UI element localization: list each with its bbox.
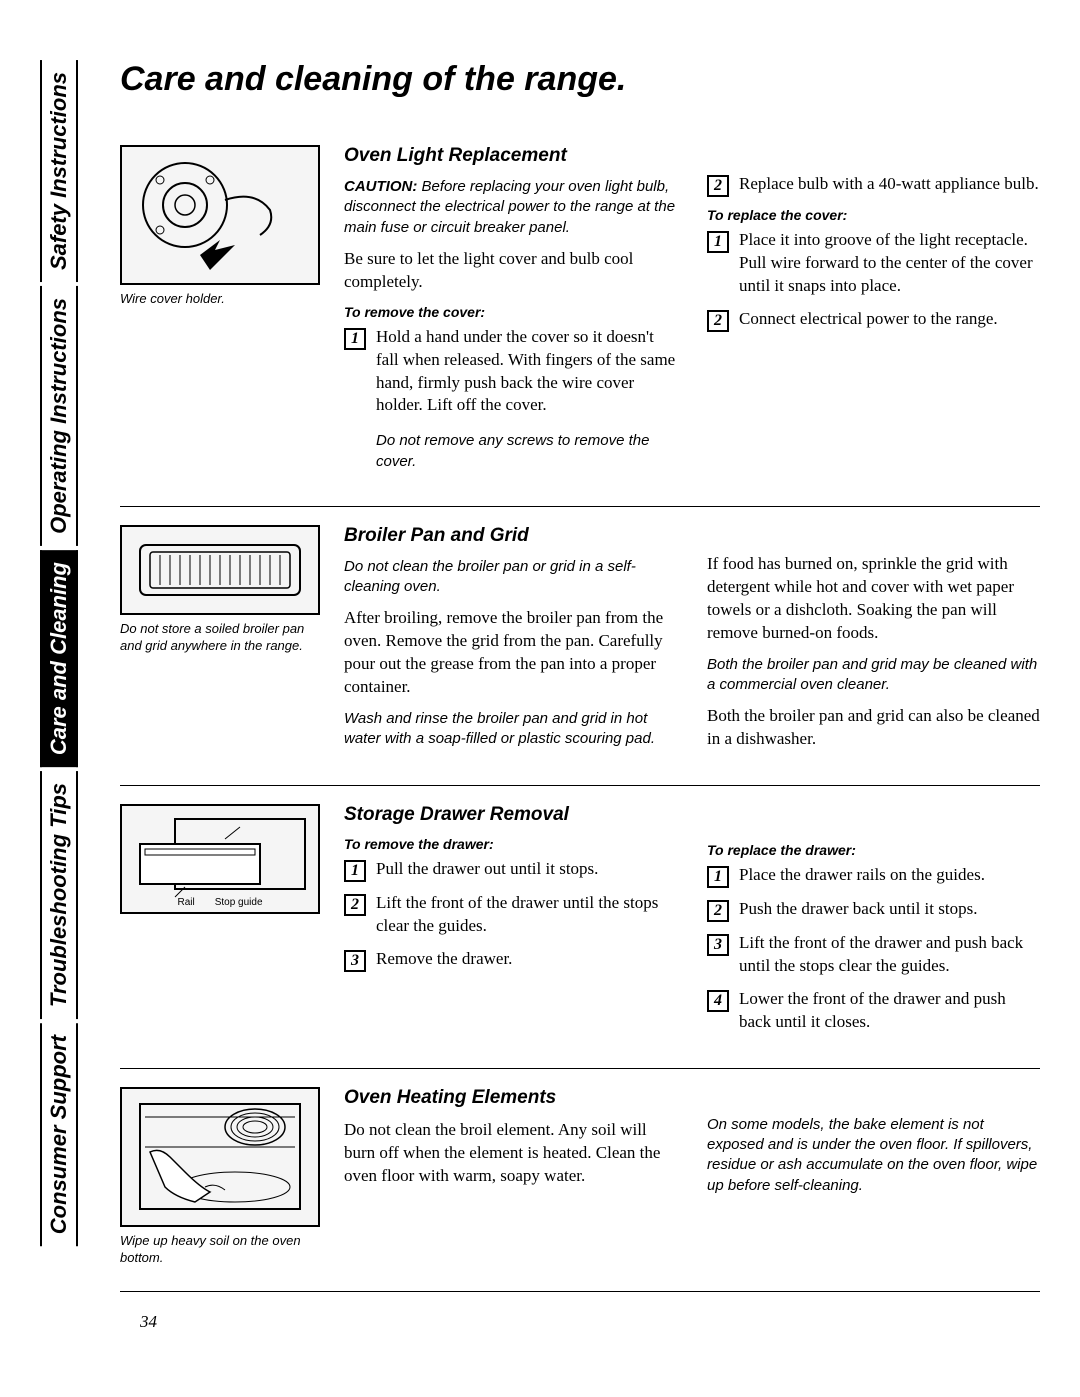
step-text: Push the drawer back until it stops. (739, 898, 1040, 921)
column-1: Broiler Pan and Grid Do not clean the br… (344, 525, 677, 761)
step-2: 2 Connect electrical power to the range. (707, 308, 1040, 332)
sub-heading: To replace the cover: (707, 207, 1040, 223)
step-number-icon: 1 (707, 866, 729, 888)
step-text: Lift the front of the drawer until the s… (376, 892, 677, 938)
step-4: 4 Lower the front of the drawer and push … (707, 988, 1040, 1034)
body-text: Do not clean the broiler pan or grid in … (344, 557, 677, 598)
step-text: Place it into groove of the light recept… (739, 229, 1040, 298)
body-text: Both the broiler pan and grid can also b… (707, 705, 1040, 751)
illustration-column: Rail Stop guide (120, 804, 320, 1044)
section-heading: Oven Heating Elements (344, 1087, 677, 1109)
column-2: 2 Replace bulb with a 40-watt appliance … (707, 145, 1040, 482)
tab-consumer-support[interactable]: Consumer Support (40, 1023, 78, 1246)
section-heading: Oven Light Replacement (344, 145, 677, 167)
step-number-icon: 2 (707, 310, 729, 332)
body-text: Both the broiler pan and grid may be cle… (707, 655, 1040, 696)
step-number-icon: 3 (707, 934, 729, 956)
illustration-column: Wire cover holder. (120, 145, 320, 482)
tab-troubleshooting[interactable]: Troubleshooting Tips (40, 771, 78, 1019)
step-number-icon: 3 (344, 950, 366, 972)
step-number-icon: 1 (707, 231, 729, 253)
label-rail: Rail (177, 897, 194, 908)
step-number-icon: 4 (707, 990, 729, 1012)
step-text: Lower the front of the drawer and push b… (739, 988, 1040, 1034)
step-text: Pull the drawer out until it stops. (376, 858, 677, 881)
step-note: Do not remove any screws to remove the c… (344, 427, 677, 472)
body-text: If food has burned on, sprinkle the grid… (707, 553, 1040, 645)
label-stop-guide: Stop guide (215, 897, 263, 908)
illustration-broiler-pan (120, 525, 320, 615)
tab-safety[interactable]: Safety Instructions (40, 60, 78, 282)
step-3: 3 Lift the front of the drawer and push b… (707, 932, 1040, 978)
illustration-column: Wipe up heavy soil on the oven bottom. (120, 1087, 320, 1267)
sub-heading: To remove the cover: (344, 304, 677, 320)
content-area: Care and cleaning of the range. (100, 60, 1040, 1332)
column-2: If food has burned on, sprinkle the grid… (707, 525, 1040, 761)
step-number-icon: 1 (344, 860, 366, 882)
section-oven-light: Wire cover holder. Oven Light Replacemen… (120, 127, 1040, 507)
section-drawer: Rail Stop guide Storage Drawer Removal T… (120, 786, 1040, 1069)
illustration-column: Do not store a soiled broiler pan and gr… (120, 525, 320, 761)
illustration-oven-bottom (120, 1087, 320, 1227)
page-number: 34 (140, 1312, 1040, 1332)
note-text: Do not remove any screws to remove the c… (376, 431, 677, 472)
column-1: Oven Light Replacement CAUTION: Before r… (344, 145, 677, 482)
column-1: Storage Drawer Removal To remove the dra… (344, 804, 677, 1044)
body-text: On some models, the bake element is not … (707, 1115, 1040, 1196)
step-2: 2 Lift the front of the drawer until the … (344, 892, 677, 938)
section-heading: Broiler Pan and Grid (344, 525, 677, 547)
step-1: 1 Place the drawer rails on the guides. (707, 864, 1040, 888)
illustration-drawer: Rail Stop guide (120, 804, 320, 914)
sub-heading: To remove the drawer: (344, 836, 677, 852)
body-text: After broiling, remove the broiler pan f… (344, 607, 677, 699)
text-columns: Oven Light Replacement CAUTION: Before r… (344, 145, 1040, 482)
text-columns: Oven Heating Elements Do not clean the b… (344, 1087, 1040, 1267)
step-number-icon: 2 (707, 900, 729, 922)
text-columns: Storage Drawer Removal To remove the dra… (344, 804, 1040, 1044)
step-text: Connect electrical power to the range. (739, 308, 1040, 331)
illustration-caption: Wire cover holder. (120, 291, 320, 308)
step-number-icon: 2 (344, 894, 366, 916)
illustration-caption: Wipe up heavy soil on the oven bottom. (120, 1233, 320, 1267)
page-title: Care and cleaning of the range. (120, 60, 1040, 99)
step-2: 2 Push the drawer back until it stops. (707, 898, 1040, 922)
illustration-wire-cover (120, 145, 320, 285)
step-number-icon: 1 (344, 328, 366, 350)
sub-heading: To replace the drawer: (707, 842, 1040, 858)
section-heating: Wipe up heavy soil on the oven bottom. O… (120, 1069, 1040, 1292)
section-heading: Storage Drawer Removal (344, 804, 677, 826)
sidebar-tabs: Safety Instructions Operating Instructio… (40, 60, 80, 1332)
drawer-label-row: Rail Stop guide (122, 897, 318, 908)
body-text: Wash and rinse the broiler pan and grid … (344, 709, 677, 750)
text-columns: Broiler Pan and Grid Do not clean the br… (344, 525, 1040, 761)
column-2: On some models, the bake element is not … (707, 1087, 1040, 1267)
section-broiler: Do not store a soiled broiler pan and gr… (120, 507, 1040, 786)
tab-operating[interactable]: Operating Instructions (40, 286, 78, 546)
column-1: Oven Heating Elements Do not clean the b… (344, 1087, 677, 1267)
step-text: Remove the drawer. (376, 948, 677, 971)
page: Safety Instructions Operating Instructio… (40, 60, 1040, 1332)
step-text: Lift the front of the drawer and push ba… (739, 932, 1040, 978)
body-text: Do not clean the broil element. Any soil… (344, 1119, 677, 1188)
body-text: Be sure to let the light cover and bulb … (344, 248, 677, 294)
caution-text: CAUTION: Before replacing your oven ligh… (344, 177, 677, 238)
step-number-icon: 2 (707, 175, 729, 197)
step-2: 2 Replace bulb with a 40-watt appliance … (707, 173, 1040, 197)
step-text: Place the drawer rails on the guides. (739, 864, 1040, 887)
step-1: 1 Pull the drawer out until it stops. (344, 858, 677, 882)
step-1: 1 Hold a hand under the cover so it does… (344, 326, 677, 418)
step-1: 1 Place it into groove of the light rece… (707, 229, 1040, 298)
column-2: To replace the drawer: 1 Place the drawer… (707, 804, 1040, 1044)
tab-care-cleaning[interactable]: Care and Cleaning (40, 550, 78, 767)
step-text: Replace bulb with a 40-watt appliance bu… (739, 173, 1040, 196)
caution-label: CAUTION: (344, 178, 417, 195)
illustration-caption: Do not store a soiled broiler pan and gr… (120, 621, 320, 655)
step-text: Hold a hand under the cover so it doesn'… (376, 326, 677, 418)
step-3: 3 Remove the drawer. (344, 948, 677, 972)
